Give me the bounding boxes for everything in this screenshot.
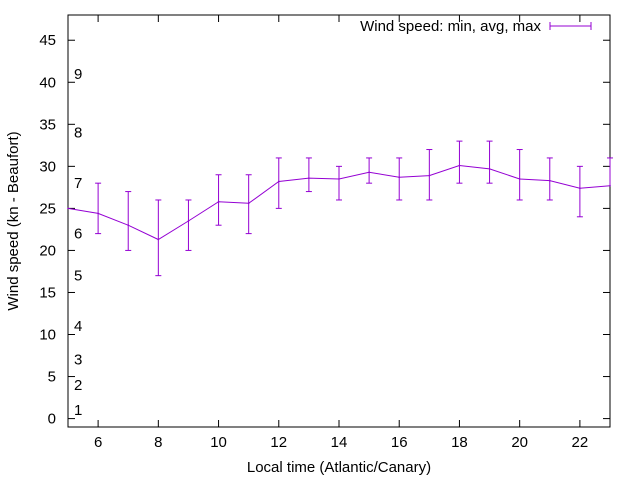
- beaufort-label: 2: [74, 377, 82, 394]
- x-tick-label: 20: [511, 434, 528, 451]
- beaufort-label: 1: [74, 402, 82, 419]
- x-tick-label: 18: [451, 434, 468, 451]
- legend-label: Wind speed: min, avg, max: [360, 18, 541, 35]
- series-layer: [67, 140, 613, 277]
- y-tick-label: 5: [48, 369, 56, 386]
- y-tick-label: 10: [39, 327, 56, 344]
- plot-frame: [67, 14, 611, 428]
- beaufort-label: 8: [74, 125, 82, 142]
- x-tick-label: 10: [210, 434, 227, 451]
- y-axis-label: Wind speed (kn - Beaufort): [5, 131, 22, 310]
- y-tick-label: 30: [39, 158, 56, 175]
- beaufort-label: 9: [74, 66, 82, 83]
- y-tick-label: 15: [39, 284, 56, 301]
- x-tick-label: 12: [270, 434, 287, 451]
- x-tick-label: 8: [154, 434, 162, 451]
- y-tick-label: 45: [39, 32, 56, 49]
- x-tick-label: 14: [331, 434, 348, 451]
- x-tick-label: 16: [391, 434, 408, 451]
- beaufort-label: 3: [74, 352, 82, 369]
- legend: Wind speed: min, avg, max: [360, 18, 592, 35]
- beaufort-label: 6: [74, 226, 82, 243]
- beaufort-label: 4: [74, 318, 82, 335]
- y-tick-label: 35: [39, 116, 56, 133]
- beaufort-label: 7: [74, 175, 82, 192]
- y-tick-label: 20: [39, 242, 56, 259]
- beaufort-scale: 1 2 3 4 5 6 7 8 9: [74, 66, 82, 419]
- y-tick-label: 40: [39, 74, 56, 91]
- y-tick-label: 25: [39, 200, 56, 217]
- x-tick-label: 6: [94, 434, 102, 451]
- beaufort-label: 5: [74, 268, 82, 285]
- y-tick-label: 0: [48, 411, 56, 428]
- avg-point: [67, 207, 69, 210]
- x-axis-label: Local time (Atlantic/Canary): [247, 459, 431, 476]
- x-tick-label: 22: [572, 434, 589, 451]
